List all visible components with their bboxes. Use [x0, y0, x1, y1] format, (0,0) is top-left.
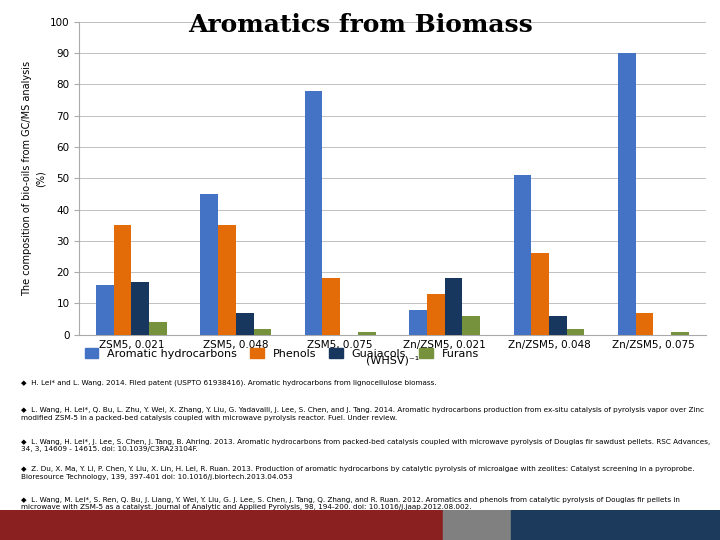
Bar	[427, 294, 444, 335]
Bar	[513, 175, 531, 335]
Bar	[149, 322, 167, 335]
Bar	[358, 332, 376, 335]
Bar	[253, 328, 271, 335]
Bar	[462, 316, 480, 335]
Legend: Aromatic hydrocarbons, Phenols, Guaiacols, Furans: Aromatic hydrocarbons, Phenols, Guaiacol…	[85, 348, 479, 359]
Text: ◆  L. Wang, M. Lei*, S. Ren, Q. Bu, J. Liang, Y. Wei, Y. Liu, G. J. Lee, S. Chen: ◆ L. Wang, M. Lei*, S. Ren, Q. Bu, J. Li…	[22, 497, 680, 510]
Bar	[218, 225, 236, 335]
Text: ◆  H. Lei* and L. Wang. 2014. Filed patent (USPTO 61938416). Aromatic hydrocarbo: ◆ H. Lei* and L. Wang. 2014. Filed paten…	[22, 380, 437, 386]
Bar	[511, 510, 720, 540]
Bar	[445, 279, 462, 335]
Bar	[549, 316, 567, 335]
Bar	[305, 91, 323, 335]
Bar	[443, 510, 511, 540]
Bar	[618, 53, 636, 335]
Bar	[114, 225, 132, 335]
Text: ◆  L. Wang, H. Lei*, Q. Bu, L. Zhu, Y. Wei, X. Zhang, Y. Liu, G. Yadavalli, J. L: ◆ L. Wang, H. Lei*, Q. Bu, L. Zhu, Y. We…	[22, 407, 704, 421]
Y-axis label: The composition of bio-oils from GC/MS analysis
(%): The composition of bio-oils from GC/MS a…	[22, 60, 45, 296]
Bar	[200, 194, 218, 335]
Bar	[671, 332, 689, 335]
Bar	[567, 328, 585, 335]
Bar	[531, 253, 549, 335]
Text: ◆  L. Wang, H. Lei*, J. Lee, S. Chen, J. Tang, B. Ahring. 2013. Aromatic hydroca: ◆ L. Wang, H. Lei*, J. Lee, S. Chen, J. …	[22, 438, 711, 452]
Bar	[236, 313, 253, 335]
Bar	[0, 510, 443, 540]
Text: Aromatics from Biomass: Aromatics from Biomass	[188, 14, 532, 37]
Bar	[636, 313, 653, 335]
X-axis label: (WHSV)⁻¹: (WHSV)⁻¹	[366, 355, 419, 365]
Bar	[323, 279, 340, 335]
Bar	[96, 285, 114, 335]
Bar	[409, 310, 427, 335]
Text: ◆  Z. Du, X. Ma, Y. Li, P. Chen, Y. Liu, X. Lin, H. Lei, R. Ruan. 2013. Producti: ◆ Z. Du, X. Ma, Y. Li, P. Chen, Y. Liu, …	[22, 466, 695, 480]
Bar	[132, 281, 149, 335]
